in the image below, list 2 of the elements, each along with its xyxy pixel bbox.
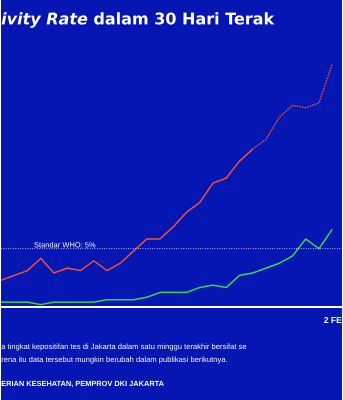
chart-title: ivity Rate dalam 30 Hari Terak <box>2 12 274 28</box>
text: 2 FE <box>324 317 342 323</box>
